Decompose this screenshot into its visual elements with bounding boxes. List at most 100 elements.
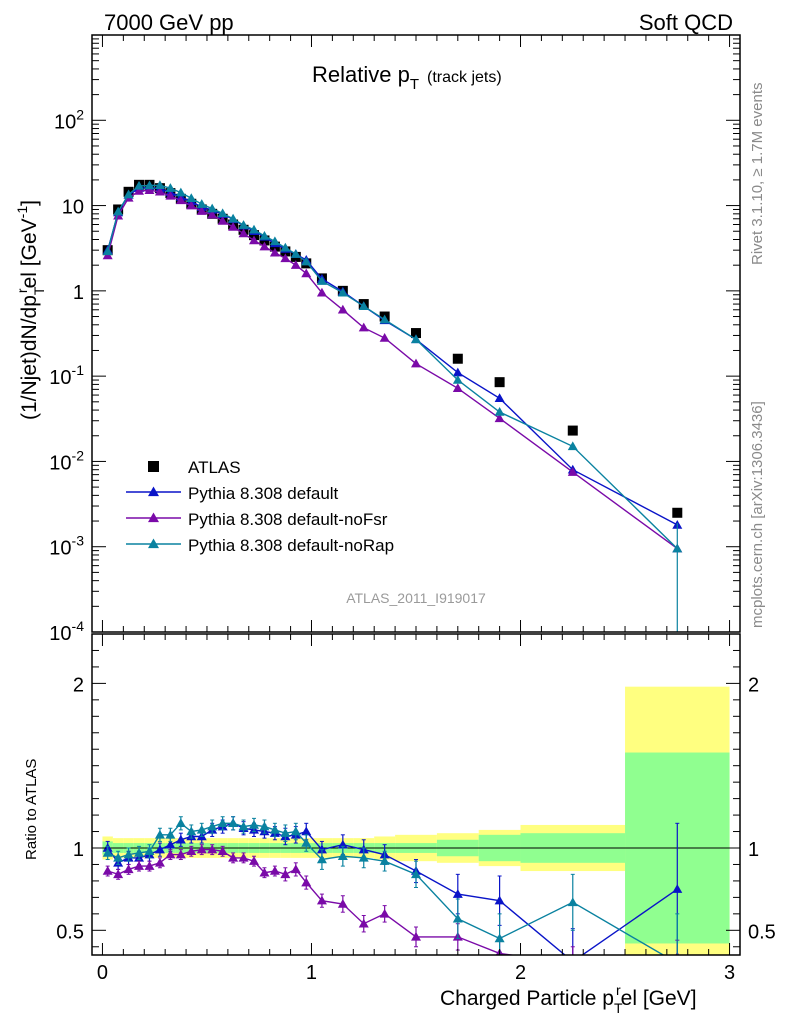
data-point-ratio	[290, 826, 301, 836]
data-point-ratio	[123, 849, 134, 859]
data-point-main	[494, 406, 505, 416]
data-point-ratio	[113, 852, 124, 862]
data-point-ratio	[175, 818, 186, 828]
y-tick-label-main: 102	[54, 106, 84, 133]
data-point-ratio	[154, 857, 165, 867]
data-point-main	[217, 215, 228, 225]
data-point-ratio	[165, 849, 176, 859]
data-point-main	[249, 235, 259, 245]
data-point-ratio	[217, 818, 228, 828]
y-tick-label-main: 10-2	[49, 447, 84, 474]
data-point-main	[316, 287, 327, 297]
data-point-ratio	[228, 818, 239, 828]
y-tick-label-main: 1	[73, 282, 84, 304]
data-point-main	[228, 222, 239, 231]
data-point-atlas	[494, 377, 505, 388]
data-point-main	[238, 228, 249, 238]
data-point-ratio	[165, 829, 176, 839]
data-point-main	[259, 230, 270, 240]
data-point-ratio	[186, 846, 197, 856]
legend-marker-triangle	[148, 486, 159, 497]
ratio-series-layer	[102, 816, 683, 967]
legend-item: Pythia 8.308 default-noFsr	[126, 510, 388, 529]
data-point-main	[269, 247, 280, 257]
data-point-ratio	[379, 908, 390, 918]
data-point-main	[280, 253, 291, 263]
data-point-ratio	[259, 821, 270, 831]
data-point-main	[186, 193, 197, 202]
data-point-ratio	[228, 852, 239, 862]
data-point-main	[102, 246, 113, 256]
data-point-ratio	[280, 828, 291, 837]
data-point-main	[238, 220, 249, 229]
data-point-ratio	[259, 867, 270, 877]
data-point-main	[358, 322, 369, 332]
legend-item: ATLAS	[148, 458, 241, 477]
data-point-main	[567, 467, 578, 476]
data-point-main	[290, 249, 301, 258]
y-tick-label-main: 10-3	[49, 533, 84, 560]
data-point-main	[290, 260, 301, 269]
data-point-ratio	[358, 918, 369, 928]
main-series-layer	[102, 179, 683, 632]
data-point-ratio	[316, 854, 327, 864]
data-point-main	[567, 441, 578, 451]
header-right: Soft QCD	[639, 10, 733, 35]
data-point-ratio	[123, 864, 134, 874]
data-point-main	[337, 287, 348, 297]
data-point-ratio	[567, 897, 578, 907]
data-point-main	[165, 190, 176, 200]
legend-marker-square	[148, 461, 159, 472]
x-tick-label: 2	[515, 962, 526, 984]
data-point-ratio	[316, 844, 327, 854]
axis-ticks: 10-4 10-3 10-2 10-1 1 10 102 0.5 0.5 1 1 2 2 0 1 2 3	[49, 35, 776, 984]
data-point-ratio	[337, 839, 348, 849]
data-point-main	[411, 334, 421, 344]
data-point-ratio	[154, 844, 165, 854]
legend-marker-triangle	[148, 512, 159, 523]
data-point-ratio	[207, 821, 218, 831]
data-point-ratio	[113, 869, 124, 879]
data-point-ratio	[102, 847, 113, 857]
data-point-main	[452, 383, 463, 393]
data-point-main	[316, 276, 327, 285]
data-point-main	[337, 304, 348, 314]
data-point-main	[207, 209, 218, 219]
data-point-ratio	[186, 826, 197, 836]
rivet-version-label: Rivet 3.1.10, ≥ 1.7M events	[749, 83, 766, 266]
data-point-main	[494, 393, 505, 403]
data-point-main	[134, 186, 145, 195]
data-point-ratio	[316, 895, 327, 905]
legend-item: Pythia 8.308 default	[126, 484, 339, 503]
data-point-main	[175, 195, 186, 205]
data-point-atlas	[567, 425, 578, 436]
data-point-main	[175, 187, 186, 197]
x-tick-label: 1	[306, 962, 317, 984]
data-point-main	[358, 301, 369, 310]
data-point-ratio	[411, 869, 421, 879]
data-point-main	[301, 256, 312, 266]
data-point-ratio	[196, 844, 207, 854]
data-point-ratio	[134, 861, 145, 870]
data-point-ratio	[568, 957, 578, 966]
mcplots-reference-label: mcplots.cern.ch [arXiv:1306.3436]	[749, 401, 766, 628]
data-point-main	[196, 199, 207, 208]
data-point-ratio	[144, 861, 155, 870]
data-point-main	[154, 186, 165, 196]
legend-label: Pythia 8.308 default	[188, 484, 339, 503]
data-point-main	[113, 206, 124, 216]
data-point-main	[411, 358, 421, 368]
data-point-ratio	[280, 869, 291, 879]
data-point-ratio	[672, 958, 682, 967]
data-point-ratio	[175, 834, 186, 844]
header-left: 7000 GeV pp	[104, 10, 234, 35]
y-axis-label-main: (1/Njet)dN/dpTrel [GeV-1]	[14, 200, 47, 420]
data-point-ratio	[337, 851, 348, 860]
ratio-uncertainty-bands	[102, 686, 730, 955]
data-point-ratio	[290, 864, 301, 874]
x-axis-label: Charged Particle pTrel [GeV]	[440, 982, 697, 1016]
y-tick-label-ratio-left: 1	[73, 839, 84, 861]
data-point-ratio	[196, 824, 207, 834]
data-point-main	[154, 180, 165, 190]
data-point-main	[207, 203, 218, 213]
